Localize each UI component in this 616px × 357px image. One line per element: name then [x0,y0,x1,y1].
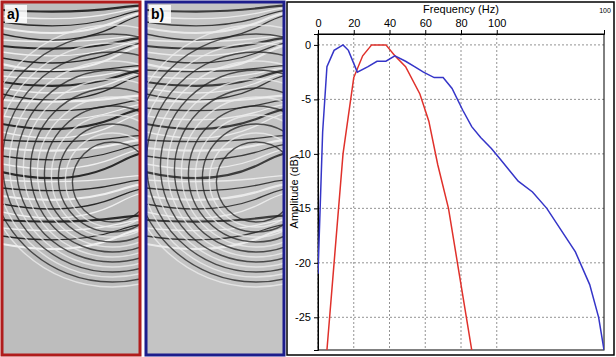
diffraction-arc [58,124,140,232]
reflector [2,74,140,100]
tick-label: 0 [315,17,321,29]
reflector [2,215,140,224]
grid-line-x [461,34,462,350]
diffraction-arc [37,97,140,247]
tick-label: 60 [420,17,432,29]
corner-label: 100 [599,7,611,14]
diffraction-arc [65,133,140,227]
reflector [2,184,140,200]
tick-mark [318,30,319,34]
diffraction-arc [146,34,284,282]
reflector [146,175,284,184]
grid-line-y [318,44,604,45]
tick: -25 [295,311,318,323]
panel-label: a) [7,6,19,22]
grid-line-y [318,99,604,100]
reflector [2,175,140,184]
x-axis-title: Frequency (Hz) [423,3,499,15]
diffraction-arc [44,106,140,242]
reflector [146,74,284,100]
grid-line-y [318,317,604,318]
canvas: a)b)0204060801000-5-10-15-20-25Frequency… [0,0,616,357]
tick-mark [354,30,355,34]
y-axis-title: Amplitude (dB) [288,156,300,229]
grid-line-y [318,153,604,154]
tick: 80 [455,17,467,34]
diffraction-arc [146,25,284,287]
seismic-panel [2,2,140,355]
diffraction-arc [72,142,140,222]
grid-line-y [318,262,604,263]
chart-frame [287,2,614,355]
diffraction-arc [160,70,284,262]
reflector [2,152,140,178]
series-group [318,45,604,350]
seismic-panel [146,2,284,355]
tick-mark [425,30,426,34]
tick: 0 [315,17,321,34]
tick-label: 80 [455,17,467,29]
grid-line-x [389,34,390,350]
panel-label: b) [151,6,164,22]
reflector [146,108,284,129]
tick-mark [314,263,318,264]
tick-mark [314,45,318,46]
plot-frame [318,34,604,350]
tick: 100 [488,17,506,34]
tick-mark [497,30,498,34]
diffraction-arc [188,106,284,242]
tick-label: 0 [305,39,311,51]
reflector [146,152,284,178]
tick-mark [390,30,391,34]
tick: 40 [384,17,396,34]
tick-mark [314,154,318,155]
tick-label: -5 [301,93,311,105]
tick: 20 [348,17,360,34]
reflector [2,44,140,70]
tick-label: 40 [384,17,396,29]
diffraction-arc [16,70,140,262]
tick-mark [461,30,462,34]
reflector [146,184,284,200]
diffraction-arc [195,115,284,237]
grid-line-x [496,34,497,350]
diffraction-arc [2,43,140,277]
reflector [146,112,284,138]
diffraction-arc [146,43,284,277]
diffraction-arc [51,115,140,237]
grid-line-x [425,34,426,350]
reflector [146,215,284,224]
panel-border [146,2,284,355]
tick-label: -20 [295,257,311,269]
tick: 60 [420,17,432,34]
label-patch [5,5,27,23]
diffraction-arc [9,61,140,267]
tick-label: -25 [295,311,311,323]
diffraction-arc [209,133,284,227]
diffraction-arc [2,34,140,282]
tick-mark [314,317,318,318]
tick-mark [314,99,318,100]
label-patch [149,5,171,23]
series-line [318,45,604,350]
reflector [2,108,140,129]
panel-border [2,2,140,355]
tick-label: 100 [488,17,506,29]
tick: 0 [305,39,318,51]
series-line [327,45,472,350]
diffraction-arc [216,142,284,222]
diffraction-arc [202,124,284,232]
grid [318,34,604,350]
grid-line-y [318,208,604,209]
tick-label: 20 [348,17,360,29]
diffraction-arc [153,61,284,267]
x-axis: 0 20 40 60 80 100 [315,17,604,35]
diffraction-arc [181,97,284,247]
tick: -20 [295,257,318,269]
tick: -5 [301,93,318,105]
reflector [146,44,284,70]
tick-mark [314,208,318,209]
reflector [2,112,140,138]
diffraction-arc [2,25,140,287]
